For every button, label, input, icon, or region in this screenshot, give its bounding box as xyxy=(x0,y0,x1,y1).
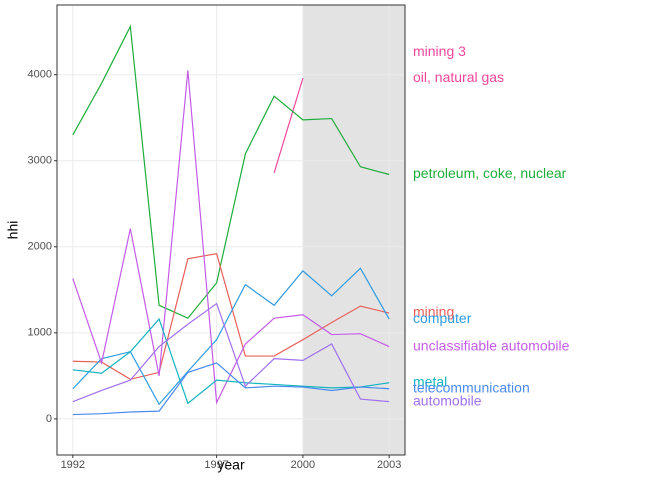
series-line xyxy=(72,252,390,380)
x-tick-label: 1997 xyxy=(204,459,228,471)
series-line xyxy=(72,267,390,406)
series-label: metal xyxy=(413,373,447,389)
series-label: automobile xyxy=(413,392,482,408)
series-label: computer xyxy=(413,310,472,326)
series-line xyxy=(72,24,390,319)
series-line xyxy=(273,77,304,173)
series-label: petroleum, coke, nuclear xyxy=(413,165,567,181)
series-line xyxy=(72,362,390,416)
x-axis-title: year xyxy=(217,457,245,473)
series-line xyxy=(72,302,390,403)
series-label: telecommunication xyxy=(413,379,530,395)
y-tick-label: 3000 xyxy=(28,155,52,167)
panel-border xyxy=(56,4,406,456)
series-label: unclassifiable automobile xyxy=(413,337,570,353)
y-axis-title: hhi xyxy=(5,221,21,240)
series-label: mining 3 xyxy=(413,43,466,59)
series-label: oil, natural gas xyxy=(413,69,504,85)
series-label: mining xyxy=(413,304,454,320)
x-tick-label: 2000 xyxy=(291,459,315,471)
y-tick-label: 0 xyxy=(46,413,52,425)
shaded-region xyxy=(302,5,405,455)
x-tick-label: 1992 xyxy=(61,459,85,471)
series-line xyxy=(72,317,390,405)
y-tick-label: 2000 xyxy=(28,241,52,253)
y-tick-label: 1000 xyxy=(28,327,52,339)
y-tick-label: 4000 xyxy=(28,69,52,81)
series-line xyxy=(72,70,390,405)
x-tick-label: 2003 xyxy=(377,459,401,471)
